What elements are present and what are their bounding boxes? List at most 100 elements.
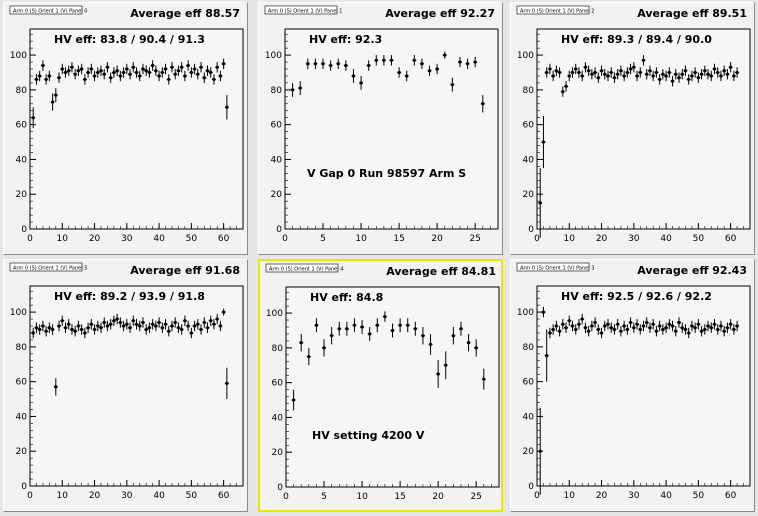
panel-5-pad[interactable]: Arm 0 (S) Orient 1 (V) Panel 5 Average ef… (3, 259, 248, 512)
hv-eff-label: HV eff: 92.3 (309, 33, 382, 46)
data-point (47, 326, 51, 330)
data-point (128, 72, 132, 76)
data-point (412, 58, 416, 62)
data-point (548, 67, 552, 71)
y-tick-label: 40 (16, 155, 28, 165)
chart-svg: Arm 0 (S) Orient 1 (V) Panel 0 Average ef… (9, 5, 244, 244)
hv-eff-label: HV eff: 89.3 / 89.4 / 90.0 (561, 33, 712, 46)
data-point (131, 65, 135, 69)
data-point (564, 84, 568, 88)
data-point (722, 69, 726, 73)
data-point (638, 327, 642, 332)
data-point (699, 329, 704, 333)
y-tick-label: 20 (523, 447, 535, 457)
data-point (390, 328, 395, 333)
data-point (683, 69, 688, 73)
data-point (298, 86, 302, 90)
data-point (628, 67, 633, 71)
data-point (313, 62, 318, 66)
data-point (199, 65, 203, 69)
data-point (34, 77, 39, 82)
data-point (115, 317, 119, 321)
data-point (125, 322, 129, 326)
data-point (693, 326, 697, 330)
data-point (436, 372, 440, 376)
data-point (86, 70, 90, 75)
y-tick-label: 40 (272, 413, 284, 423)
y-tick-label: 60 (16, 121, 28, 131)
data-point (444, 363, 448, 367)
data-point (102, 320, 106, 325)
data-point (375, 323, 379, 327)
data-point (96, 324, 100, 328)
data-point (690, 74, 694, 78)
data-point (345, 327, 349, 331)
x-tick-label: 30 (121, 491, 133, 501)
x-tick-label: 10 (57, 234, 69, 244)
data-point (632, 65, 636, 69)
data-point (141, 67, 145, 71)
data-point (63, 326, 68, 330)
data-point (173, 72, 177, 76)
data-point (732, 74, 736, 78)
data-point (321, 62, 325, 66)
data-point (121, 70, 126, 75)
data-point (641, 324, 646, 328)
panel-0-pad[interactable]: Arm 0 (S) Orient 1 (V) Panel 0 Average ef… (3, 2, 248, 255)
panel-3-pad[interactable]: Arm 0 (S) Orient 1 (V) Panel 3 Average ef… (510, 259, 755, 512)
data-point (616, 72, 620, 76)
data-point (451, 334, 455, 338)
x-tick-label: 20 (89, 491, 101, 501)
data-point (176, 326, 181, 330)
data-point (729, 65, 733, 69)
x-tick-label: 10 (355, 234, 367, 244)
data-point (186, 324, 190, 328)
data-point (729, 322, 733, 326)
data-point (112, 319, 116, 323)
data-point (367, 63, 371, 68)
data-point (658, 324, 662, 328)
data-point (570, 70, 575, 75)
data-point (307, 354, 311, 359)
chart-svg: Arm 0 (S) Orient 1 (V) Panel 3 Average ef… (516, 262, 751, 501)
y-tick-label: 40 (523, 412, 535, 422)
data-point (612, 327, 617, 332)
data-point (703, 327, 707, 332)
data-point (192, 67, 197, 71)
data-point (209, 319, 213, 323)
data-point (54, 385, 58, 389)
data-point (599, 69, 604, 73)
data-point (554, 69, 558, 73)
data-point (112, 70, 116, 75)
y-tick-label: 100 (265, 51, 282, 61)
panel-4-pad[interactable]: Arm 0 (S) Orient 1 (V) Panel 4 Average ef… (258, 259, 503, 512)
panel-1-pad[interactable]: Arm 0 (S) Orient 1 (V) Panel 1 Average ef… (258, 2, 503, 255)
panel-tag: Arm 0 (S) Orient 1 (V) Panel 0 (13, 9, 87, 15)
x-tick-label: 10 (564, 491, 576, 501)
data-point (70, 65, 74, 69)
y-tick-label: 80 (523, 86, 535, 96)
data-point (397, 70, 401, 75)
data-point (473, 60, 477, 64)
y-tick-label: 0 (528, 225, 534, 235)
chart-svg: Arm 0 (S) Orient 1 (V) Panel 4 Average ef… (265, 263, 500, 502)
data-point (222, 310, 226, 314)
data-point (664, 326, 668, 330)
data-point (96, 70, 100, 75)
y-tick-label: 80 (16, 86, 28, 96)
panel-2-pad[interactable]: Arm 0 (S) Orient 1 (V) Panel 2 Average ef… (510, 2, 755, 255)
data-point (450, 83, 454, 87)
data-point (314, 323, 319, 327)
data-point (587, 69, 591, 73)
x-tick-label: 60 (218, 234, 230, 244)
x-tick-label: 0 (534, 234, 540, 244)
data-point (677, 320, 681, 325)
data-point (661, 72, 665, 76)
data-point (645, 72, 649, 76)
x-tick-label: 60 (725, 234, 737, 244)
x-tick-label: 5 (321, 492, 327, 502)
data-point (677, 76, 681, 80)
data-point (474, 346, 478, 350)
data-point (667, 70, 671, 75)
plot-frame (285, 286, 500, 488)
